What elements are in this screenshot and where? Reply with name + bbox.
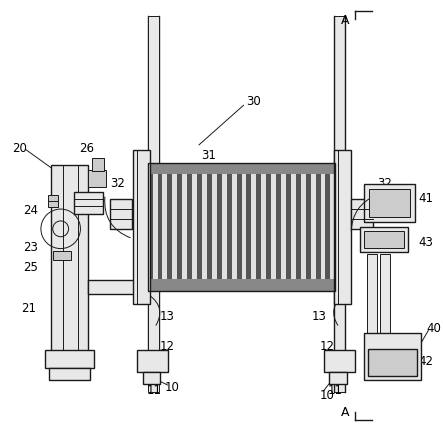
Bar	[330, 372, 347, 384]
Bar	[88, 280, 136, 295]
Bar	[330, 163, 335, 292]
Text: 26: 26	[79, 142, 94, 155]
Text: 41: 41	[419, 191, 434, 204]
Bar	[276, 163, 281, 292]
Bar	[266, 163, 271, 292]
Bar	[364, 231, 404, 248]
Bar	[152, 163, 158, 292]
Bar	[88, 170, 106, 188]
Bar	[246, 163, 251, 292]
Bar	[202, 163, 207, 292]
Bar	[187, 163, 192, 292]
Bar	[158, 163, 163, 292]
Bar	[237, 163, 241, 292]
Bar	[49, 369, 90, 380]
Bar	[364, 333, 421, 380]
Bar	[148, 163, 152, 292]
Text: 32: 32	[111, 176, 125, 190]
Bar	[291, 163, 296, 292]
Text: 25: 25	[23, 260, 39, 273]
Bar	[256, 163, 261, 292]
Bar	[360, 227, 408, 252]
Bar	[368, 350, 417, 376]
Bar	[311, 163, 315, 292]
Text: 10: 10	[320, 388, 335, 401]
Bar	[51, 165, 88, 372]
Text: 31: 31	[202, 149, 216, 162]
Bar	[148, 17, 159, 392]
Text: 43: 43	[419, 236, 434, 249]
Bar	[286, 163, 291, 292]
Bar	[232, 163, 237, 292]
Bar	[53, 251, 70, 261]
Text: 40: 40	[427, 321, 442, 335]
Text: 10: 10	[165, 381, 180, 393]
Text: 13: 13	[312, 310, 327, 322]
Text: 12: 12	[320, 339, 335, 352]
Bar	[251, 163, 256, 292]
Bar	[334, 150, 351, 304]
Bar	[326, 163, 330, 292]
Bar	[133, 150, 150, 304]
Bar	[281, 163, 286, 292]
Text: 22: 22	[91, 157, 106, 170]
Bar	[315, 163, 321, 292]
Text: 11: 11	[328, 384, 343, 396]
Bar	[323, 350, 355, 372]
Bar	[367, 254, 377, 333]
Bar	[369, 190, 411, 218]
Text: 24: 24	[23, 203, 39, 216]
Text: 32: 32	[377, 176, 392, 190]
Text: 20: 20	[12, 142, 27, 155]
Bar	[172, 163, 177, 292]
Bar	[306, 163, 311, 292]
Bar	[148, 163, 335, 175]
Bar	[48, 196, 58, 208]
Bar	[74, 193, 103, 215]
Text: 23: 23	[23, 240, 39, 254]
Bar	[227, 163, 232, 292]
Bar	[212, 163, 217, 292]
Text: 11: 11	[147, 384, 162, 396]
Bar	[334, 17, 345, 392]
Text: 30: 30	[246, 95, 261, 108]
Bar	[364, 185, 416, 222]
Bar	[143, 372, 160, 384]
Text: A: A	[341, 14, 350, 27]
Bar	[148, 280, 335, 292]
Text: 13: 13	[160, 310, 175, 322]
Bar	[45, 350, 94, 369]
Bar	[182, 163, 187, 292]
Bar	[92, 158, 104, 171]
Bar	[222, 163, 227, 292]
Bar	[197, 163, 202, 292]
Bar	[271, 163, 276, 292]
Bar	[163, 163, 167, 292]
Bar	[321, 163, 326, 292]
Bar	[177, 163, 182, 292]
Bar	[351, 200, 373, 229]
Bar	[217, 163, 222, 292]
Bar	[110, 200, 132, 229]
Bar	[261, 163, 266, 292]
Text: 42: 42	[419, 354, 434, 367]
Text: 12: 12	[160, 339, 175, 352]
Bar	[167, 163, 172, 292]
Bar	[207, 163, 212, 292]
Bar	[137, 350, 168, 372]
Bar	[380, 254, 390, 333]
Bar	[192, 163, 197, 292]
Text: 21: 21	[22, 302, 37, 315]
Bar	[301, 163, 306, 292]
Bar	[148, 163, 335, 292]
Bar	[296, 163, 301, 292]
Text: A: A	[341, 405, 350, 418]
Bar	[241, 163, 246, 292]
